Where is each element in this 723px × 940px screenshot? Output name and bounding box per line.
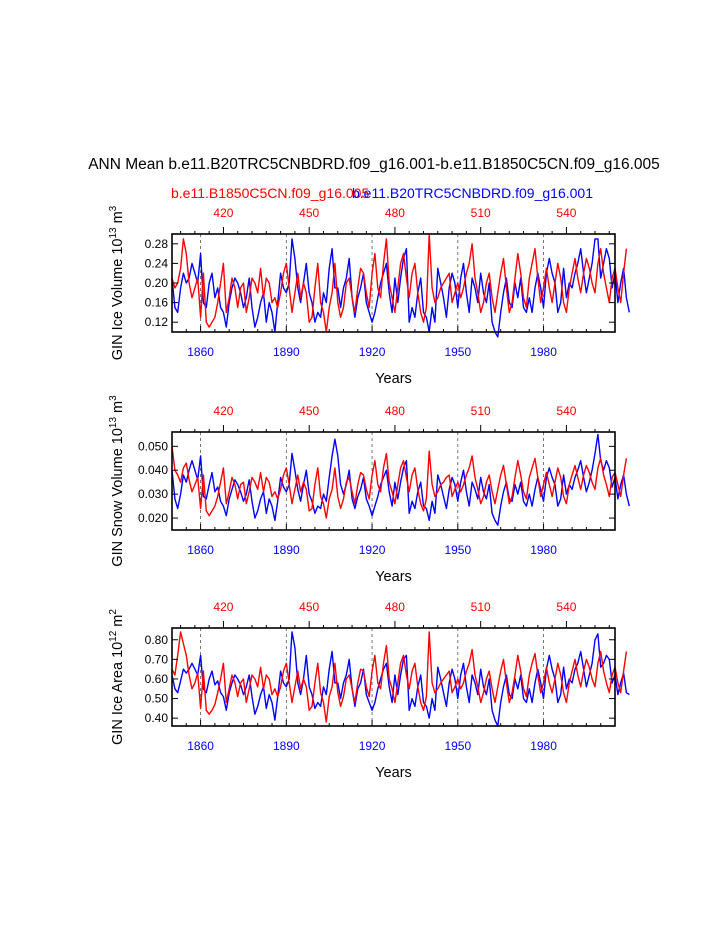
y-axis-label-ylabel-unit: m: [110, 211, 126, 223]
x-tick-label-top: 420: [213, 206, 233, 220]
x-tick-label-bottom: 1920: [359, 543, 386, 557]
chart-panel-2: 0.020 0.030 0.040 0.050 1860 1890 1920 1950 1980…: [108, 395, 630, 585]
y-tick-label: 0.20: [145, 276, 169, 290]
y-axis-label: GIN Ice Area 1012 m2: [108, 609, 126, 745]
y-axis-label: GIN Snow Volume 1013 m3: [108, 395, 126, 567]
x-tick-label-top: 480: [385, 206, 405, 220]
plot-frame: [171, 431, 616, 531]
x-tick-label-bottom: 1860: [187, 345, 214, 359]
y-tick-label: 0.12: [145, 315, 169, 329]
x-tick-label-bottom: 1890: [273, 739, 300, 753]
chart-panel-3: 0.40 0.50 0.60 0.70 0.80 1860 1890 1920 1950 1980…: [108, 600, 630, 781]
series-line-blue: [171, 631, 630, 727]
chart-panel-1: 0.12 0.16 0.20 0.24 0.28 1860 1890 1920 1950 1980…: [108, 205, 630, 387]
main-title: ANN Mean b.e11.B20TRC5CNBDRD.f09_g16.001…: [88, 156, 660, 173]
y-tick-label: 0.040: [138, 463, 168, 477]
series-line-red: [171, 446, 628, 519]
x-tick-label-bottom: 1920: [359, 345, 386, 359]
x-tick-label-top: 450: [299, 404, 319, 418]
x-tick-label-top: 510: [471, 600, 491, 614]
x-tick-label-bottom: 1860: [187, 543, 214, 557]
x-tick-label-top: 510: [471, 206, 491, 220]
x-tick-label-top: 450: [299, 600, 319, 614]
y-tick-label: 0.020: [138, 511, 168, 525]
y-axis-label-ylabel-unit: m: [110, 401, 126, 413]
x-tick-label-top: 450: [299, 206, 319, 220]
x-tick-label-bottom: 1950: [444, 739, 471, 753]
x-tick-label-top: 420: [213, 404, 233, 418]
series-line-blue: [171, 433, 630, 526]
x-tick-label-bottom: 1890: [273, 345, 300, 359]
x-axis-label: Years: [375, 765, 412, 781]
y-tick-label: 0.60: [145, 672, 169, 686]
y-tick-label: 0.80: [145, 633, 169, 647]
y-axis-label: GIN Ice Volume 1013 m3: [108, 205, 126, 360]
y-axis-label-ylabel-main: GIN Ice Area 10: [110, 642, 126, 745]
y-tick-label: 0.28: [145, 237, 169, 251]
x-tick-label-top: 420: [213, 600, 233, 614]
y-tick-label: 0.050: [138, 439, 168, 453]
x-tick-label-bottom: 1980: [530, 345, 557, 359]
x-tick-label-bottom: 1950: [444, 543, 471, 557]
y-tick-label: 0.24: [145, 256, 169, 270]
legend-blue-label: b.e11.B20TRC5CNBDRD.f09_g16.001: [352, 185, 593, 201]
panels-container: 0.12 0.16 0.20 0.24 0.28 1860 1890 1920 1950 1980…: [108, 205, 630, 781]
x-axis-label: Years: [375, 371, 412, 387]
x-tick-label-bottom: 1860: [187, 739, 214, 753]
series-line-red: [171, 233, 628, 333]
legend-red-label: b.e11.B1850C5CN.f09_g16.005: [171, 185, 369, 201]
y-axis-label-ylabel-unit: m: [110, 615, 126, 627]
y-axis-label-ylabel-exp: 12: [108, 630, 119, 642]
x-tick-label-top: 480: [385, 600, 405, 614]
x-tick-label-bottom: 1950: [444, 345, 471, 359]
x-tick-label-top: 540: [556, 206, 576, 220]
y-tick-label: 0.50: [145, 692, 169, 706]
y-axis-label-ylabel-main: GIN Snow Volume 10: [110, 428, 126, 567]
x-tick-label-top: 540: [556, 600, 576, 614]
y-axis-label-ylabel-unit-exp: 3: [108, 205, 119, 211]
y-axis-label-ylabel-main: GIN Ice Volume 10: [110, 239, 126, 361]
x-tick-label-bottom: 1920: [359, 739, 386, 753]
x-tick-label-bottom: 1890: [273, 543, 300, 557]
x-tick-label-bottom: 1980: [530, 739, 557, 753]
x-tick-label-top: 540: [556, 404, 576, 418]
y-axis-label-ylabel-exp: 13: [108, 417, 119, 429]
y-axis-label-ylabel-unit-exp: 2: [108, 609, 119, 615]
y-axis-label-ylabel-exp: 13: [108, 227, 119, 239]
y-tick-label: 0.70: [145, 652, 169, 666]
y-tick-label: 0.16: [145, 296, 169, 310]
y-axis-label-ylabel-unit-exp: 3: [108, 395, 119, 401]
series-line-red: [171, 631, 628, 723]
x-axis-label: Years: [375, 569, 412, 585]
plot-frame: [171, 627, 616, 727]
series-line-blue: [171, 238, 630, 338]
y-tick-label: 0.030: [138, 487, 168, 501]
y-tick-label: 0.40: [145, 711, 169, 725]
x-tick-label-top: 510: [471, 404, 491, 418]
x-tick-label-top: 480: [385, 404, 405, 418]
x-tick-label-bottom: 1980: [530, 543, 557, 557]
